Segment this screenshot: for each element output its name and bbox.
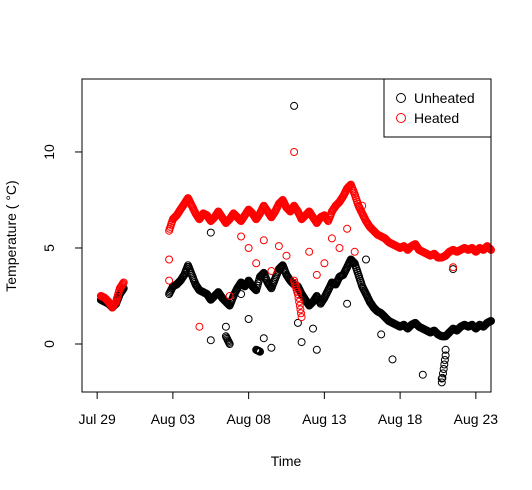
data-point	[238, 233, 245, 240]
data-point	[253, 260, 260, 267]
data-point	[344, 225, 351, 232]
data-point	[283, 252, 290, 259]
data-point	[389, 356, 396, 363]
x-tick-label: Aug 08	[226, 411, 271, 427]
y-axis-label: Temperature ( °C)	[3, 180, 19, 291]
data-point	[207, 337, 214, 344]
data-point	[166, 256, 173, 263]
x-axis-label: Time	[271, 453, 302, 469]
y-tick-label: 5	[41, 244, 57, 252]
data-point	[313, 271, 320, 278]
data-point	[260, 237, 267, 244]
data-point	[363, 256, 370, 263]
x-axis: Jul 29 Aug 03 Aug 08 Aug 13 Aug 18 Aug 23	[78, 392, 498, 427]
data-point	[166, 277, 173, 284]
data-point	[306, 248, 313, 255]
data-point	[313, 346, 320, 353]
legend-label-heated: Heated	[414, 110, 459, 126]
y-tick-label: 0	[41, 340, 57, 348]
data-point	[336, 245, 343, 252]
data-point	[378, 331, 385, 338]
x-tick-label: Jul 29	[78, 411, 116, 427]
data-point	[260, 335, 267, 342]
data-point	[245, 245, 252, 252]
data-point	[275, 243, 282, 250]
data-point	[328, 235, 335, 242]
data-point	[268, 344, 275, 351]
data-point	[351, 248, 358, 255]
series-heated	[97, 149, 494, 331]
legend-label-unheated: Unheated	[414, 90, 475, 106]
data-point	[310, 325, 317, 332]
x-tick-label: Aug 18	[378, 411, 423, 427]
points-layer	[97, 102, 494, 386]
data-point	[291, 102, 298, 109]
data-point	[245, 316, 252, 323]
x-tick-label: Aug 23	[454, 411, 499, 427]
data-point	[222, 323, 229, 330]
legend-box	[384, 79, 491, 137]
data-point	[291, 149, 298, 156]
legend: Unheated Heated	[384, 79, 491, 137]
data-point	[298, 339, 305, 346]
series-unheated	[97, 102, 494, 386]
data-point	[419, 371, 426, 378]
y-tick-label: 10	[41, 144, 57, 160]
x-tick-label: Aug 03	[151, 411, 196, 427]
y-axis: 0 5 10	[41, 144, 82, 348]
data-point	[196, 323, 203, 330]
data-point	[321, 260, 328, 267]
x-tick-label: Aug 13	[302, 411, 347, 427]
data-point	[344, 300, 351, 307]
data-point	[268, 268, 275, 275]
data-point	[207, 229, 214, 236]
